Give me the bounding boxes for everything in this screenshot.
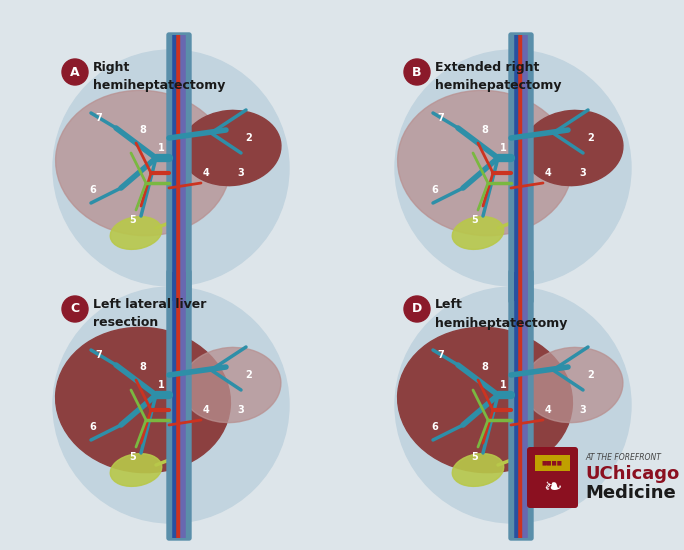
Ellipse shape — [523, 348, 623, 422]
Text: 5: 5 — [472, 452, 478, 462]
FancyBboxPatch shape — [509, 270, 533, 540]
Circle shape — [53, 287, 289, 523]
Text: Extended right: Extended right — [435, 62, 540, 74]
FancyBboxPatch shape — [509, 33, 533, 303]
Circle shape — [404, 296, 430, 322]
Text: 7: 7 — [96, 350, 103, 360]
Text: 6: 6 — [432, 185, 438, 195]
Text: C: C — [70, 302, 79, 316]
Text: Left: Left — [435, 299, 463, 311]
Ellipse shape — [110, 454, 161, 486]
FancyBboxPatch shape — [167, 270, 191, 540]
Text: Left lateral liver: Left lateral liver — [93, 299, 207, 311]
Text: 8: 8 — [140, 125, 146, 135]
Ellipse shape — [452, 454, 503, 486]
Ellipse shape — [55, 90, 231, 235]
Text: hemiheptatectomy: hemiheptatectomy — [93, 80, 225, 92]
Text: 5: 5 — [130, 452, 136, 462]
FancyBboxPatch shape — [527, 447, 578, 508]
Text: B: B — [412, 65, 422, 79]
Text: 2: 2 — [246, 133, 252, 143]
Ellipse shape — [452, 217, 503, 249]
FancyBboxPatch shape — [167, 33, 191, 303]
Circle shape — [62, 59, 88, 85]
Text: hemiheptatectomy: hemiheptatectomy — [435, 316, 567, 329]
Text: 3: 3 — [579, 405, 586, 415]
FancyBboxPatch shape — [535, 455, 570, 471]
Text: ❧: ❧ — [543, 478, 562, 498]
Text: 2: 2 — [588, 370, 594, 380]
Text: 6: 6 — [432, 422, 438, 432]
Text: 2: 2 — [246, 370, 252, 380]
Text: 3: 3 — [237, 168, 244, 178]
Text: 4: 4 — [202, 405, 209, 415]
Text: 1: 1 — [157, 143, 164, 153]
Ellipse shape — [523, 111, 623, 185]
Text: 8: 8 — [482, 125, 488, 135]
Ellipse shape — [110, 217, 161, 249]
Text: AT THE FOREFRONT: AT THE FOREFRONT — [585, 454, 661, 463]
Circle shape — [62, 296, 88, 322]
Text: Right: Right — [93, 62, 131, 74]
Ellipse shape — [181, 348, 281, 422]
Text: 6: 6 — [90, 185, 96, 195]
Text: 3: 3 — [579, 168, 586, 178]
Text: 5: 5 — [472, 215, 478, 225]
Circle shape — [53, 50, 289, 286]
Text: D: D — [412, 302, 422, 316]
Ellipse shape — [55, 327, 231, 472]
Text: 4: 4 — [544, 168, 551, 178]
Text: UChicago: UChicago — [585, 465, 679, 483]
Ellipse shape — [397, 90, 573, 235]
Text: 1: 1 — [157, 380, 164, 390]
Circle shape — [395, 50, 631, 286]
Ellipse shape — [181, 111, 281, 185]
Text: ■■■■: ■■■■ — [542, 460, 563, 465]
Text: 5: 5 — [130, 215, 136, 225]
Text: A: A — [70, 65, 80, 79]
Text: 6: 6 — [90, 422, 96, 432]
Text: 3: 3 — [237, 405, 244, 415]
Ellipse shape — [397, 327, 573, 472]
Text: 7: 7 — [438, 350, 445, 360]
Text: Medicine: Medicine — [585, 484, 676, 502]
Text: 1: 1 — [499, 143, 506, 153]
Text: 4: 4 — [202, 168, 209, 178]
Text: 7: 7 — [96, 113, 103, 123]
Circle shape — [395, 287, 631, 523]
Text: 2: 2 — [588, 133, 594, 143]
Circle shape — [404, 59, 430, 85]
Text: 1: 1 — [499, 380, 506, 390]
Text: resection: resection — [93, 316, 158, 329]
Text: 4: 4 — [544, 405, 551, 415]
Text: 8: 8 — [140, 362, 146, 372]
Text: hemihepatectomy: hemihepatectomy — [435, 80, 562, 92]
Text: 8: 8 — [482, 362, 488, 372]
Text: 7: 7 — [438, 113, 445, 123]
